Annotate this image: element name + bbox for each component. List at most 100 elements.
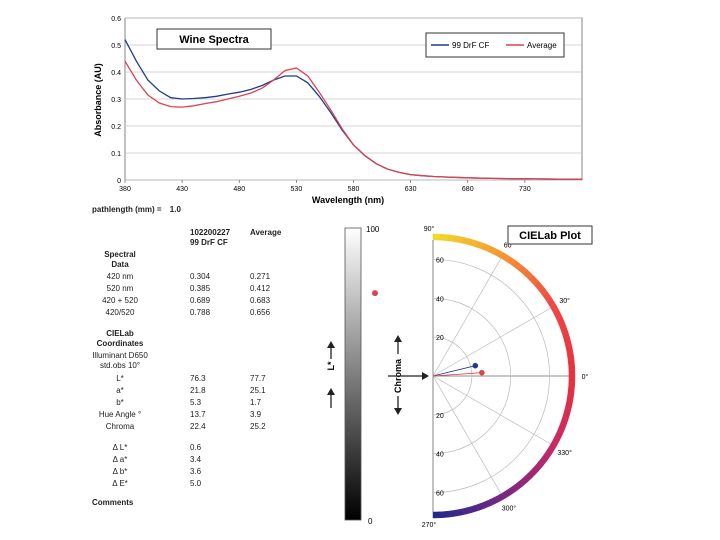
pathlength-value: 1.0 [169,205,181,214]
point-marker-1 [472,362,479,369]
row-value-2: 25.1 [250,386,266,395]
delta-row: Δ L* 0.6 [0,443,330,453]
radius-tick-label-upper: 60 [436,257,444,264]
hue-ring-segment [568,368,576,377]
up-arrow-icon [394,335,402,354]
x-tick-label: 480 [233,186,245,193]
chroma-ring [432,259,550,493]
cielab-title: CIELab [106,329,134,338]
hue-ring-segment [446,510,456,518]
right-arrow-icon [388,372,429,380]
row-label: Hue Angle ° [98,410,142,419]
row-value-1: 0.385 [190,284,211,293]
cielab-row: Hue Angle ° 13.7 3.9 [0,410,330,420]
data-table: 102200227 99 DrF CF Average Spectral Dat… [0,0,330,540]
row-label: L* [116,374,124,383]
observer-label: std.obs 10° [99,361,141,370]
down-arrow-icon [394,396,402,415]
row-value-2: 0.271 [250,272,271,281]
row-value-2: 0.656 [250,308,271,317]
spectral-row: 520 nm 0.385 0.412 [0,284,330,294]
spectra-title-box [156,28,272,50]
series-line-2 [124,60,582,180]
up-arrow-icon [327,388,335,408]
cielab-plot: 20 20 40 40 60 60 90° 60° 30° 0° 330° 300° 270° CIEL… [388,225,593,529]
angle-tick-label: 90° [424,225,435,233]
row-label: Δ a* [112,455,128,464]
cielab-title-box [507,225,593,245]
chroma-ring [432,336,473,416]
hue-ring-segment [432,511,441,519]
spectral-title: Spectral [104,250,136,259]
legend-label-series-2: Average [527,41,557,50]
radius-tick-label-upper: 40 [436,296,444,303]
row-value-1: 13.7 [190,410,206,419]
y-tick-label: 0.5 [111,43,121,50]
row-label: 520 nm [106,284,134,293]
row-label: a* [116,386,124,395]
row-label: 420 + 520 [102,296,138,305]
angle-tick-label: 330° [557,449,572,457]
row-label: Δ E* [112,479,128,488]
lightness-gradient [344,227,362,521]
delta-row: Δ a* 3.4 [0,455,330,465]
x-tick-label: 380 [119,186,131,193]
spectra-ylabel: Absorbance (AU) [93,63,103,137]
lightness-marker [372,290,378,297]
row-value-2: 0.412 [250,284,271,293]
hue-ring-segment [568,375,576,384]
hue-ring-segment [432,233,441,241]
hue-spoke [432,375,551,445]
hue-ring-segment [439,510,449,519]
col1-subheader: 99 DrF CF [190,238,228,247]
spectra-chart: 0 0.1 0.2 0.3 0.4 0.5 0.6 380 430 480 530 580 630 680… [93,16,583,205]
x-tick-label: 680 [462,186,474,193]
col1-header: 102200227 [190,228,231,237]
y-tick-label: 0.2 [111,124,121,131]
hue-ring-segment [565,346,574,356]
row-value-1: 22.4 [190,422,206,431]
row-value-1: 0.788 [190,308,211,317]
hue-ring-segment [453,508,463,517]
row-value-1: 0.6 [190,443,202,452]
point-vector-2 [432,372,482,377]
hue-ring-segment [439,233,449,242]
comments-label: Comments [92,498,134,507]
cielab-row: L* 76.3 77.7 [0,374,330,384]
radius-tick-label-lower: 20 [436,413,444,420]
angle-tick-label: 270° [422,521,437,529]
cielab-subtitle: Coordinates [96,339,144,348]
x-tick-label: 530 [291,186,303,193]
row-value-2: 1.7 [250,398,262,407]
y-tick-label: 0.3 [111,97,121,104]
hue-spoke [432,307,551,377]
x-tick-label: 430 [176,186,188,193]
hue-ring-segment [567,353,575,363]
row-value-1: 21.8 [190,386,206,395]
up-arrow-icon [327,341,335,359]
hue-ring-segment [446,234,456,242]
radius-tick-label-lower: 60 [436,491,444,498]
angle-tick-label: 300° [502,505,517,513]
hue-spoke [432,375,502,494]
cielab-row: Chroma 22.4 25.2 [0,422,330,432]
hue-ring-segment [564,338,573,349]
point-vector-1 [432,365,476,377]
row-value-1: 0.304 [190,272,211,281]
point-marker-2 [479,369,485,376]
delta-row: Δ E* 5.0 [0,479,330,489]
row-value-2: 77.7 [250,374,266,383]
cielab-row: a* 21.8 25.1 [0,386,330,396]
pathlength-label: pathlength (mm) = [92,205,162,214]
row-value-1: 3.4 [190,455,202,464]
hue-ring-segment [567,382,576,392]
row-value-1: 5.0 [190,479,202,488]
polar-grid [432,240,569,512]
row-value-1: 3.6 [190,467,202,476]
lightness-bottom-label: 0 [368,517,373,526]
radius-tick-label-lower: 40 [436,452,444,459]
hue-spoke [432,258,502,377]
y-tick-label: 0 [117,178,121,185]
spectral-subtitle: Data [111,260,129,269]
spectral-row: 420/520 0.788 0.656 [0,308,330,318]
